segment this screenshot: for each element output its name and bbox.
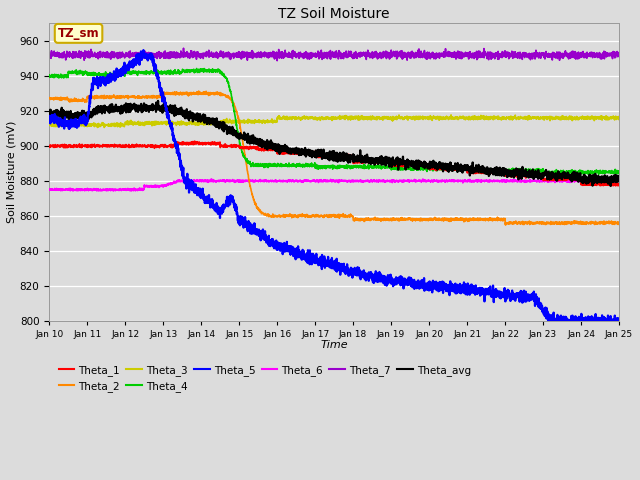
Y-axis label: Soil Moisture (mV): Soil Moisture (mV) [7,121,17,223]
Title: TZ Soil Moisture: TZ Soil Moisture [278,7,390,21]
Legend: Theta_1, Theta_2, Theta_3, Theta_4, Theta_5, Theta_6, Theta_7, Theta_avg: Theta_1, Theta_2, Theta_3, Theta_4, Thet… [54,360,475,396]
X-axis label: Time: Time [320,340,348,350]
Text: TZ_sm: TZ_sm [58,27,99,40]
